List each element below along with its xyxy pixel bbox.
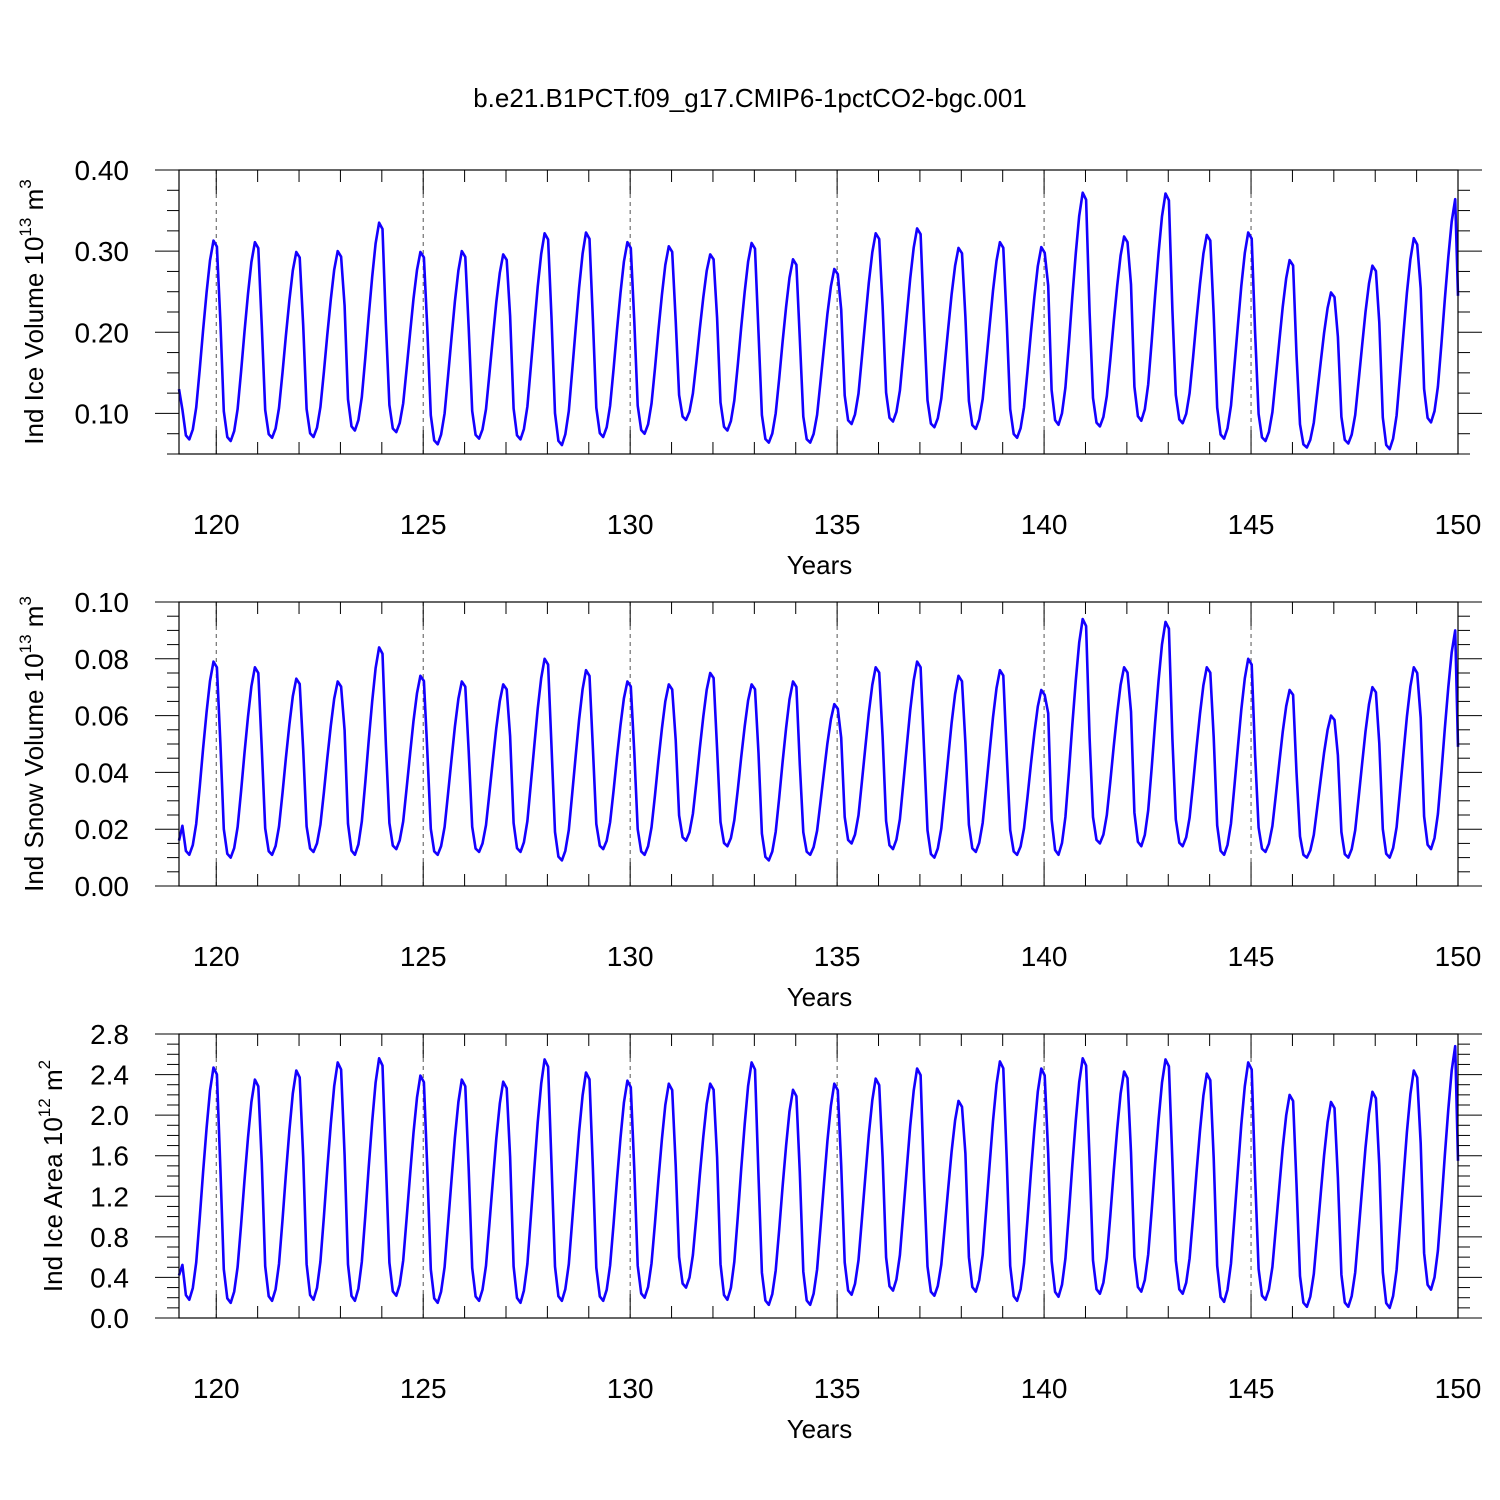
x-tick-label: 130: [607, 509, 654, 540]
y-tick-label: 0.20: [75, 317, 130, 348]
x-tick-label: 135: [814, 509, 861, 540]
x-tick-label: 125: [400, 1373, 447, 1404]
x-axis-label: Years: [787, 550, 853, 580]
panel-3: 120 125 130 135 140 145 150 0.0 0.4 0.8 1.2 1.6 2.0 2…: [35, 1019, 1482, 1444]
x-tick-label: 135: [814, 1373, 861, 1404]
x-tick-label: 145: [1228, 509, 1275, 540]
x-tick-label: 125: [400, 941, 447, 972]
x-tick-label: 140: [1021, 509, 1068, 540]
y-tick-label: 1.6: [90, 1141, 129, 1172]
series-line: [177, 617, 1460, 862]
x-tick-label: 135: [814, 941, 861, 972]
panel-1: 120 125 130 135 140 145 150 0.10 0.20 0.30 0.40 Yea…: [16, 155, 1482, 580]
x-axis-label: Years: [787, 982, 853, 1012]
x-tick-label: 150: [1435, 1373, 1482, 1404]
y-tick-label: 0.10: [75, 398, 130, 429]
y-tick-label: 0.4: [90, 1262, 129, 1293]
x-tick-label: 145: [1228, 941, 1275, 972]
y-tick-label: 0.8: [90, 1222, 129, 1253]
y-tick-label: 0.40: [75, 155, 130, 186]
x-tick-label: 140: [1021, 1373, 1068, 1404]
x-tick-label: 125: [400, 509, 447, 540]
x-axis-label: Years: [787, 1414, 853, 1444]
x-tick-label: 145: [1228, 1373, 1275, 1404]
y-tick-label: 0.02: [75, 814, 130, 845]
x-tick-label: 120: [193, 941, 240, 972]
series-line: [177, 1044, 1460, 1310]
y-tick-label: 0.0: [90, 1303, 129, 1334]
x-tick-label: 140: [1021, 941, 1068, 972]
y-tick-label: 0.06: [75, 701, 130, 732]
x-tick-label: 150: [1435, 509, 1482, 540]
y-axis-label: Ind Ice Area 1012 m2: [35, 1060, 68, 1292]
panel-2: 120 125 130 135 140 145 150 0.00 0.02 0.04 0.06 0.0…: [16, 587, 1482, 1012]
y-axis-label: Ind Ice Volume 1013 m3: [16, 179, 49, 444]
y-tick-label: 0.08: [75, 644, 130, 675]
y-tick-label: 2.4: [90, 1060, 129, 1091]
x-tick-label: 120: [193, 1373, 240, 1404]
chart-title: b.e21.B1PCT.f09_g17.CMIP6-1pctCO2-bgc.00…: [473, 83, 1027, 113]
y-tick-label: 1.2: [90, 1181, 129, 1212]
plot-frame: [178, 601, 1459, 887]
y-tick-label: 0.30: [75, 236, 130, 267]
x-tick-label: 130: [607, 941, 654, 972]
y-tick-label: 0.04: [75, 757, 130, 788]
y-axis-label: Ind Snow Volume 1013 m3: [16, 596, 49, 892]
x-tick-label: 130: [607, 1373, 654, 1404]
x-tick-label: 120: [193, 509, 240, 540]
y-tick-label: 2.0: [90, 1100, 129, 1131]
series-line: [177, 191, 1460, 451]
y-tick-label: 0.00: [75, 871, 130, 902]
x-tick-label: 150: [1435, 941, 1482, 972]
panels: 120 125 130 135 140 145 150 0.10 0.20 0.30 0.40 Yea…: [16, 155, 1482, 1444]
y-tick-label: 0.10: [75, 587, 130, 618]
y-tick-label: 2.8: [90, 1019, 129, 1050]
plot-frame: [178, 1033, 1459, 1319]
